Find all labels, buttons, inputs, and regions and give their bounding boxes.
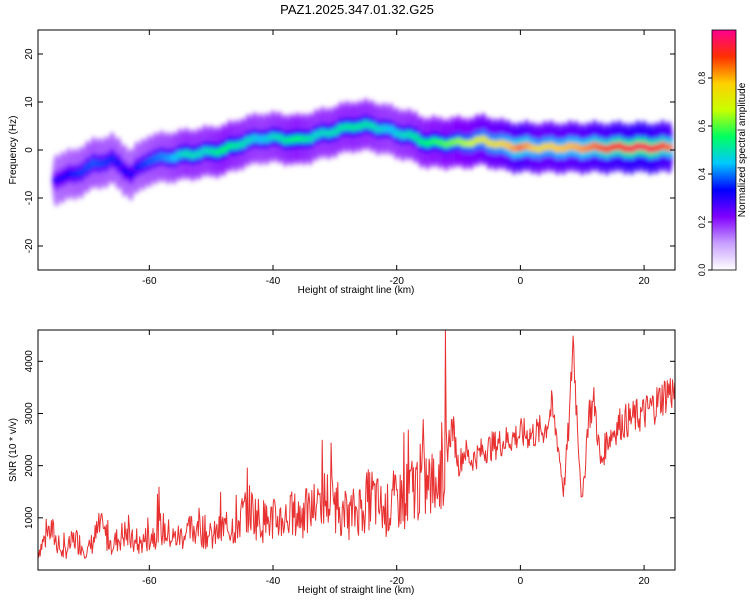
heatmap-cell bbox=[107, 154, 117, 163]
x-tick-label: -60 bbox=[142, 576, 157, 587]
heatmap-cell bbox=[664, 143, 674, 152]
colorbar-tick-label: 0.6 bbox=[697, 120, 707, 133]
spectrogram-axes: -60 -40 -20 0 20 -20 -10 0 10 20 bbox=[24, 30, 675, 287]
spectrogram-xlabel: Height of straight line (km) bbox=[298, 285, 415, 296]
heatmap-cell bbox=[126, 170, 136, 179]
spectrogram-ylabel: Frequency (Hz) bbox=[8, 116, 19, 185]
y-tick-label: 2000 bbox=[24, 454, 35, 477]
heatmap-cell bbox=[237, 140, 247, 149]
y-tick-label: 1000 bbox=[24, 506, 35, 529]
x-tick-label: -40 bbox=[266, 276, 281, 287]
colorbar-gradient bbox=[711, 29, 737, 271]
x-tick-label: -60 bbox=[142, 276, 157, 287]
x-tick-label: -40 bbox=[266, 576, 281, 587]
y-tick-label: 0 bbox=[24, 147, 35, 153]
colorbar-ticks: 0.0 0.2 0.4 0.6 0.8 bbox=[697, 72, 712, 277]
x-tick-label: -20 bbox=[389, 276, 404, 287]
heatmap-cell bbox=[83, 163, 92, 171]
y-tick-label: -20 bbox=[24, 238, 35, 253]
colorbar-tick-label: 0.8 bbox=[697, 72, 707, 85]
y-tick-label: -10 bbox=[24, 190, 35, 205]
x-tick-label: -20 bbox=[389, 576, 404, 587]
heatmap-cell bbox=[330, 128, 340, 136]
colorbar-label: Normalized spectral amplitude bbox=[737, 82, 748, 217]
colorbar-tick-label: 0.0 bbox=[697, 264, 707, 277]
colorbar-tick-label: 0.2 bbox=[697, 216, 707, 229]
spectrogram-panel: -60 -40 -20 0 20 -20 -10 0 10 20 Height of straig… bbox=[8, 29, 676, 296]
heatmap-cell bbox=[76, 168, 86, 177]
snr-ylabel: SNR (10 * v/v) bbox=[8, 418, 19, 482]
spectrogram-heatmap bbox=[52, 97, 674, 207]
heatmap-cell bbox=[101, 158, 111, 167]
x-tick-label: 0 bbox=[518, 576, 524, 587]
chart-title: PAZ1.2025.347.01.32.G25 bbox=[280, 2, 434, 17]
snr-panel: -60 -40 -20 0 20 1000 2000 3000 4000 Height of s… bbox=[8, 329, 676, 596]
heatmap-cell bbox=[410, 133, 420, 141]
heatmap-cell bbox=[113, 159, 123, 168]
heatmap-cell bbox=[386, 125, 395, 134]
colorbar-tick-label: 0.4 bbox=[697, 168, 707, 181]
heatmap-cell bbox=[478, 135, 488, 143]
x-tick-label: 20 bbox=[639, 576, 651, 587]
x-tick-label: 20 bbox=[639, 276, 651, 287]
snr-axes: -60 -40 -20 0 20 1000 2000 3000 4000 bbox=[24, 330, 675, 587]
snr-xlabel: Height of straight line (km) bbox=[298, 585, 415, 596]
snr-series-line bbox=[38, 330, 675, 559]
x-tick-label: 0 bbox=[518, 276, 524, 287]
y-tick-label: 3000 bbox=[24, 402, 35, 425]
y-tick-label: 4000 bbox=[24, 350, 35, 373]
colorbar: 0.0 0.2 0.4 0.6 0.8 Normalized spectral ampl… bbox=[697, 29, 748, 277]
heatmap-cell bbox=[120, 166, 130, 175]
heatmap-cell bbox=[219, 146, 228, 154]
heatmap-cell bbox=[305, 135, 315, 143]
y-tick-label: 20 bbox=[24, 48, 35, 60]
y-tick-label: 10 bbox=[24, 96, 35, 108]
snr-frame bbox=[37, 329, 676, 571]
